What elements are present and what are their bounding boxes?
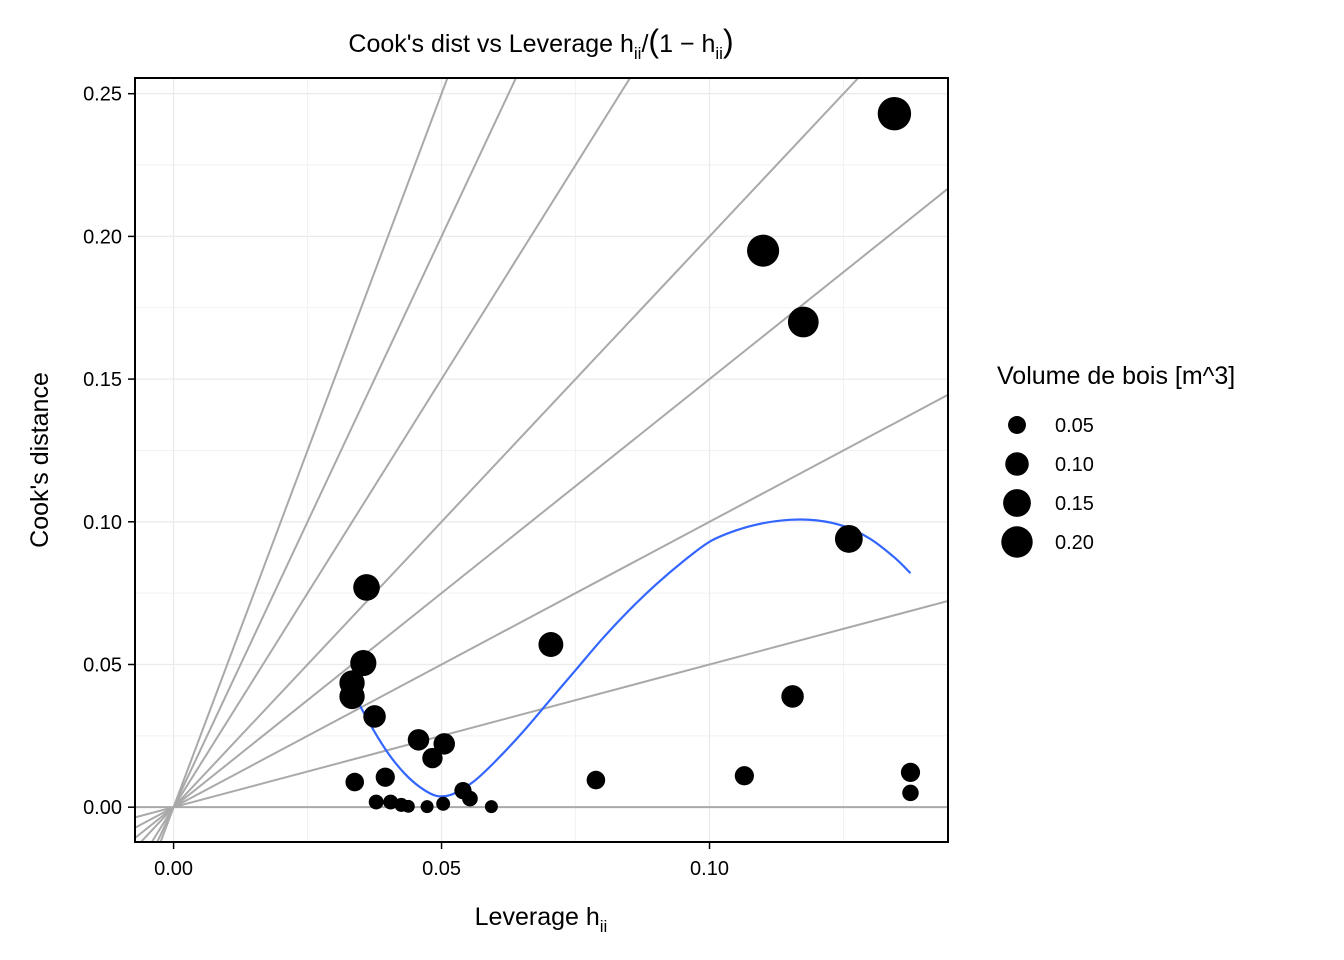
legend-key-circle xyxy=(1001,526,1033,558)
chart-title-slash: / xyxy=(641,30,648,58)
data-point xyxy=(900,762,921,782)
x-axis-title-main: Leverage h xyxy=(475,903,600,931)
y-tick-label: 0.05 xyxy=(83,654,122,676)
data-point xyxy=(877,96,912,131)
data-point xyxy=(339,683,365,710)
smooth-curve-layer xyxy=(352,518,912,798)
plot-panel xyxy=(135,78,948,842)
legend-entry-label: 0.10 xyxy=(1055,454,1094,476)
data-point xyxy=(420,800,434,814)
legend: Volume de bois [m^3] 0.05 0.10 0.15 0.20 xyxy=(997,362,1235,558)
y-tick-label: 0.20 xyxy=(83,226,122,248)
chart-title-close: ) xyxy=(723,23,734,59)
legend-key-circle xyxy=(1008,416,1026,434)
y-tick-label: 0.15 xyxy=(83,369,122,391)
data-point xyxy=(350,649,377,677)
data-point xyxy=(353,574,380,601)
x-tick-label: 0.00 xyxy=(154,858,193,880)
data-point xyxy=(363,705,386,728)
legend-entry-label: 0.15 xyxy=(1055,493,1094,515)
reference-line xyxy=(139,78,860,842)
data-point xyxy=(781,685,804,708)
reference-line xyxy=(135,187,948,839)
legend-entry-label: 0.20 xyxy=(1055,532,1094,554)
reference-line xyxy=(135,393,948,829)
chart-title-main: Cook's dist vs Leverage h xyxy=(348,30,633,58)
data-point xyxy=(433,733,455,755)
data-point xyxy=(422,747,443,769)
x-tick-label: 0.10 xyxy=(690,858,729,880)
chart-title-sub2: ii xyxy=(715,44,723,63)
data-point xyxy=(462,790,478,807)
reference-line xyxy=(159,78,449,842)
chart-title-one-minus: 1 − h xyxy=(659,30,715,58)
data-point xyxy=(747,234,780,267)
y-tick-label: 0.25 xyxy=(83,84,122,106)
chart-title: Cook's dist vs Leverage hii/(1 − hii) xyxy=(348,23,733,63)
x-axis-title-sub: ii xyxy=(600,917,608,936)
y-tick-label: 0.00 xyxy=(83,797,122,819)
y-tick-label: 0.10 xyxy=(83,512,122,534)
major-gridlines xyxy=(135,78,948,842)
data-point xyxy=(484,800,498,814)
reference-line xyxy=(150,78,632,842)
points-layer xyxy=(339,96,921,814)
data-point xyxy=(586,770,606,790)
x-tick-label: 0.05 xyxy=(422,858,461,880)
data-point xyxy=(538,632,564,657)
legend-key-circle xyxy=(1005,452,1029,476)
legend-entry-label: 0.05 xyxy=(1055,415,1094,437)
data-point xyxy=(734,766,754,786)
data-point xyxy=(368,794,384,810)
minor-gridlines xyxy=(135,78,948,842)
data-point xyxy=(787,306,819,338)
chart-title-sub1: ii xyxy=(634,44,642,63)
smooth-curve xyxy=(352,518,912,798)
legend-key-circle xyxy=(1003,489,1031,517)
legend-title: Volume de bois [m^3] xyxy=(997,362,1235,390)
x-axis: 0.00 0.05 0.10 xyxy=(154,842,729,880)
data-point xyxy=(375,767,395,787)
data-point xyxy=(345,772,365,792)
x-axis-title: Leverage hii xyxy=(475,903,608,936)
chart-title-open: ( xyxy=(648,23,659,59)
reference-line xyxy=(156,78,518,842)
data-point xyxy=(401,799,415,813)
data-point xyxy=(902,784,919,802)
y-axis: 0.00 0.05 0.10 0.15 0.20 0.25 xyxy=(83,84,135,819)
data-point xyxy=(436,796,451,811)
panel-border xyxy=(134,77,949,843)
data-point xyxy=(383,794,399,810)
y-axis-title: Cook's distance xyxy=(26,372,54,548)
data-point xyxy=(407,729,430,751)
data-point xyxy=(834,525,863,553)
